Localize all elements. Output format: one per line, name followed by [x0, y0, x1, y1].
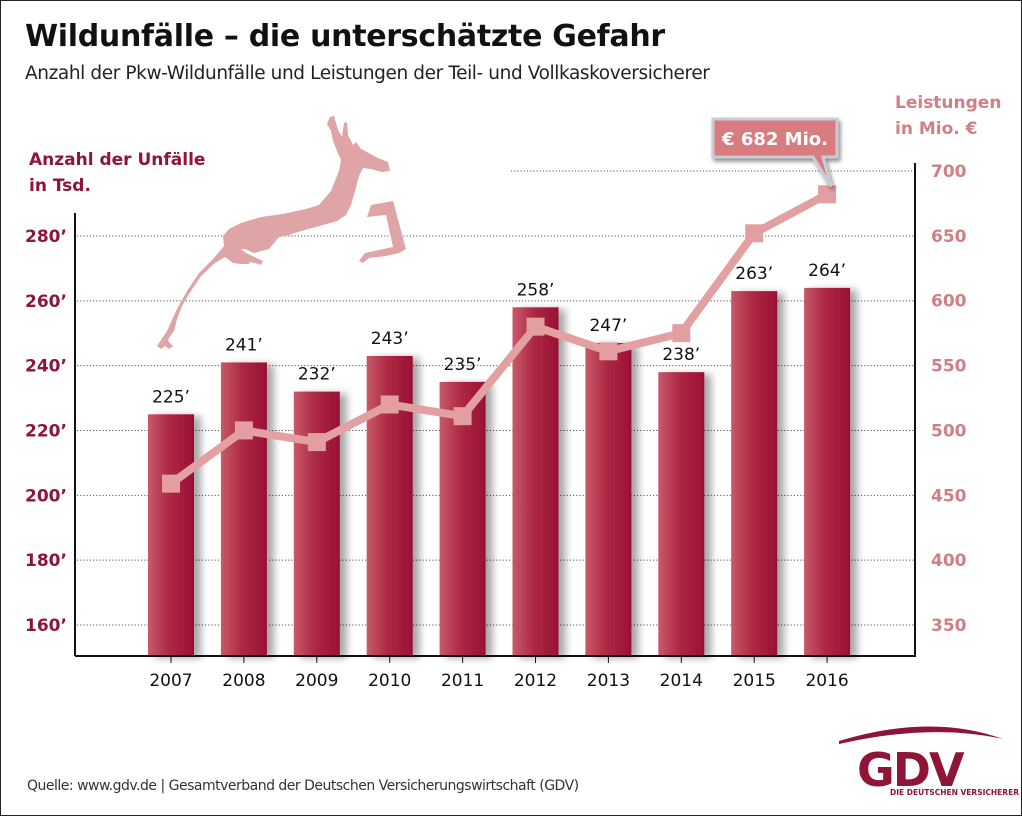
right-tick-label: 600	[931, 292, 967, 312]
bar-2015	[731, 291, 778, 656]
callout-bubble	[711, 117, 839, 188]
left-axis-title-line2: in Tsd.	[29, 176, 91, 196]
line-marker-2011	[453, 407, 472, 426]
bar-value-label: 225’	[152, 387, 190, 407]
bar-2016	[804, 287, 851, 656]
gdv-logo-tagline: DIE DEUTSCHEN VERSICHERER	[890, 788, 1019, 797]
line-marker-2016	[818, 185, 837, 204]
bar-value-label: 264’	[808, 261, 846, 281]
line-series	[162, 185, 837, 493]
bar-value-labels: 225’ 241’ 232’ 243’ 235’ 258’ 247’ 238’ 263’ 264’	[152, 261, 846, 407]
x-tick-label: 2012	[514, 671, 557, 691]
callout: € 682 Mio.	[711, 117, 839, 188]
bar-2011	[439, 381, 486, 656]
source-note: Quelle: www.gdv.de | Gesamtverband der D…	[27, 778, 579, 794]
x-tick-label: 2010	[368, 671, 411, 691]
bar-2012	[512, 307, 559, 656]
axes: 160’ 180’ 200’ 220’ 240’ 260’ 280’ 350 400 450 500…	[25, 162, 967, 691]
line-marker-2009	[307, 433, 326, 452]
bar-value-label: 232’	[298, 365, 336, 385]
line-marker-2014	[672, 324, 691, 343]
bar-2007	[148, 414, 194, 656]
right-tick-label: 650	[931, 227, 967, 247]
right-tick-label: 550	[931, 357, 967, 377]
left-tick-label: 240’	[25, 357, 67, 377]
gdv-logo-arc	[839, 726, 1003, 744]
right-tick-label: 350	[931, 616, 967, 636]
line-marker-2007	[162, 474, 180, 493]
bar-value-label: 258’	[517, 280, 555, 300]
chart-subtitle: Anzahl der Pkw-Wildunfälle und Leistunge…	[25, 63, 710, 84]
line-marker-2010	[380, 395, 399, 414]
bar-value-label: 247’	[589, 316, 627, 336]
bar-2008	[220, 362, 267, 656]
bar-value-label: 263’	[735, 264, 773, 284]
left-tick-label: 200’	[25, 486, 67, 506]
right-axis-title-line2: in Mio. €	[895, 119, 978, 139]
bar-value-label: 238’	[662, 345, 700, 365]
gdv-logo: GDV DIE DEUTSCHEN VERSICHERER	[839, 726, 1019, 797]
bar-value-label: 243’	[371, 329, 409, 349]
right-axis-title: Leistungen in Mio. €	[895, 90, 1001, 142]
line-marker-2015	[745, 224, 764, 243]
x-tick-label: 2013	[587, 671, 630, 691]
x-tick-label: 2008	[222, 671, 265, 691]
gdv-logo-text: GDV	[857, 743, 965, 797]
right-tick-label: 400	[931, 551, 967, 571]
right-tick-label: 500	[931, 421, 967, 441]
right-axis-title-line1: Leistungen	[895, 93, 1002, 113]
bar-2014	[658, 372, 705, 656]
callout-text: € 682 Mio.	[721, 129, 828, 150]
deer-icon	[157, 116, 390, 349]
right-tick-label: 450	[931, 486, 967, 506]
left-tick-label: 220’	[25, 422, 67, 442]
x-tick-label: 2016	[805, 671, 848, 691]
bar-2013	[585, 342, 632, 656]
deer-front-leg	[359, 201, 406, 263]
left-tick-label: 260’	[25, 292, 67, 312]
left-tick-label: 280’	[25, 227, 67, 247]
line-path	[168, 190, 829, 487]
gridlines	[77, 170, 915, 626]
bar-value-label: 235’	[444, 355, 482, 375]
chart-title: Wildunfälle – die unterschätzte Gefahr	[25, 19, 665, 54]
x-tick-label: 2007	[149, 671, 192, 691]
x-tick-label: 2011	[441, 671, 484, 691]
line-marker-2012	[526, 317, 545, 336]
x-tick-label: 2015	[733, 671, 776, 691]
left-tick-label: 160’	[25, 616, 67, 636]
bar-value-label: 241’	[225, 335, 263, 355]
x-tick-label: 2009	[295, 671, 338, 691]
x-tick-label: 2014	[660, 671, 703, 691]
left-axis-title: Anzahl der Unfälle in Tsd.	[29, 147, 205, 199]
line-marker-2008	[234, 421, 253, 440]
line-marker-2013	[599, 342, 618, 361]
right-tick-label: 700	[931, 162, 967, 182]
left-axis-title-line1: Anzahl der Unfälle	[29, 150, 206, 170]
left-tick-label: 180’	[25, 551, 67, 571]
